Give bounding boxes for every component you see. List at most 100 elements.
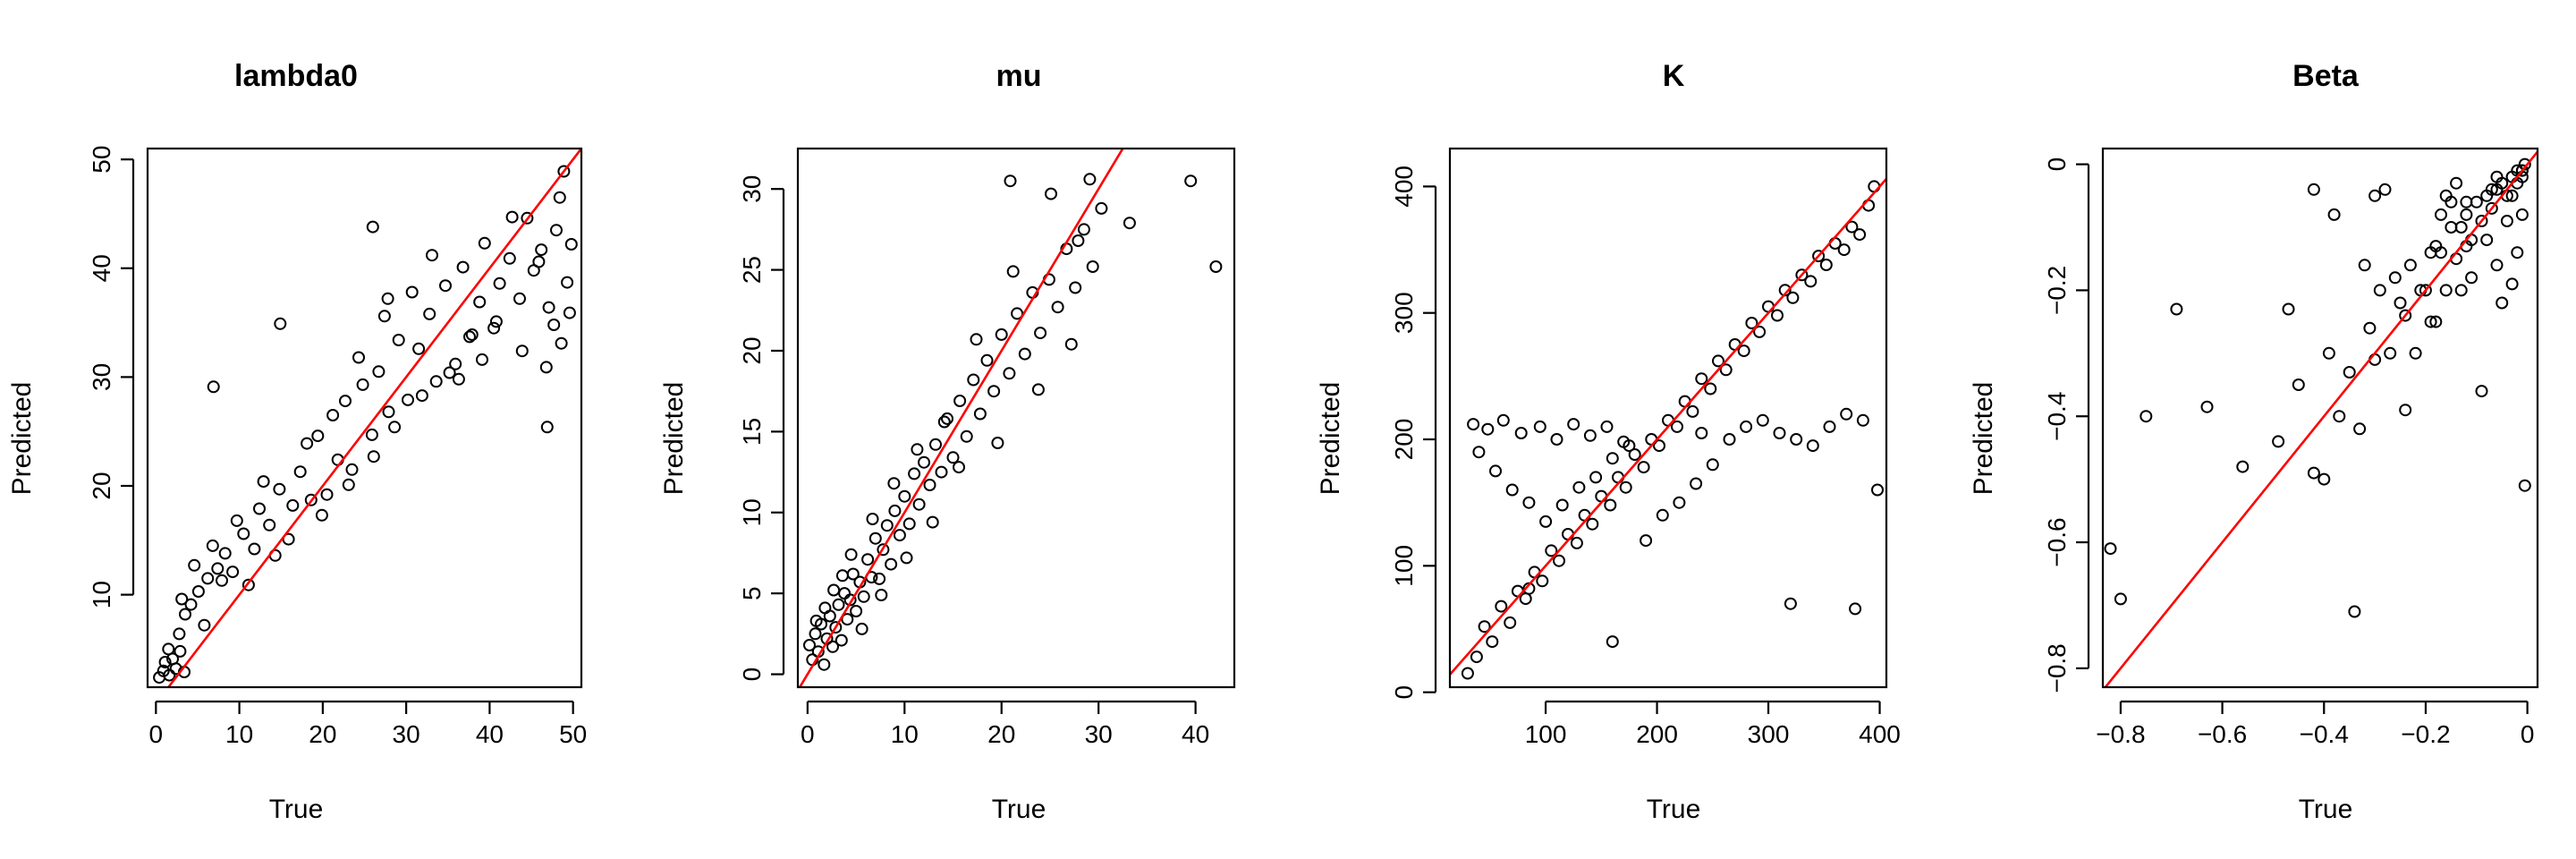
data-point (2505, 277, 2519, 291)
data-point (372, 365, 386, 378)
data-point (257, 475, 270, 489)
data-point (2343, 366, 2356, 378)
data-point (1550, 433, 1563, 446)
data-point (2454, 221, 2468, 234)
data-point (201, 572, 215, 585)
points (803, 173, 1223, 671)
data-point (2140, 410, 2153, 423)
x-tick-label: 0 (2521, 720, 2535, 748)
data-point (880, 519, 894, 532)
data-point (861, 553, 875, 566)
data-point (1606, 452, 1619, 465)
data-point (366, 220, 379, 234)
data-point (237, 527, 250, 540)
data-point (542, 301, 555, 314)
data-point (191, 585, 205, 598)
data-point (2496, 296, 2509, 310)
data-point (970, 333, 983, 346)
data-point (1004, 174, 1017, 188)
points (153, 165, 578, 685)
data-point (547, 319, 561, 331)
data-point (1486, 635, 1499, 649)
data-point (877, 543, 890, 557)
points (1461, 180, 1884, 680)
data-point (2318, 472, 2331, 486)
data-point (1819, 259, 1833, 271)
data-point (1704, 382, 1717, 395)
data-point (1003, 367, 1016, 380)
data-point (2322, 346, 2335, 360)
panel-K: K True Predicted 100 200 300 400 0 100 200 300 4… (1316, 59, 1901, 824)
data-point (311, 430, 325, 443)
data-point (242, 578, 255, 591)
data-point (493, 276, 506, 290)
data-point (1853, 228, 1867, 242)
data-point (841, 613, 854, 626)
data-point (967, 373, 980, 387)
data-point (473, 295, 487, 309)
data-point (1589, 471, 1603, 484)
data-point (912, 498, 926, 511)
data-point (1804, 275, 1818, 288)
data-point (515, 344, 529, 358)
data-point (2505, 189, 2519, 202)
panel-lambda0: lambda0 True Predicted 0 10 20 30 40 50 10 20 30… (7, 59, 587, 824)
data-point (2200, 400, 2214, 413)
data-point (263, 518, 276, 532)
data-point (1539, 515, 1553, 528)
data-point (2485, 183, 2498, 196)
data-point (1496, 413, 1510, 427)
data-point (929, 438, 942, 451)
reference-line (1450, 178, 1886, 676)
x-tick-label: −0.2 (2401, 720, 2450, 748)
data-point (1773, 427, 1786, 439)
data-point (352, 351, 365, 364)
x-tick-label: −0.8 (2096, 720, 2145, 748)
data-point (555, 336, 568, 350)
data-point (2104, 542, 2117, 556)
data-point (960, 430, 973, 443)
data-point (476, 353, 488, 366)
data-point (415, 389, 428, 403)
data-point (1467, 418, 1480, 431)
data-point (1823, 420, 1836, 433)
data-point (2454, 284, 2468, 297)
data-point (2409, 346, 2422, 360)
data-point (315, 508, 328, 522)
data-point (367, 450, 380, 464)
data-point (1753, 325, 1767, 338)
data-point (1536, 574, 1549, 588)
data-point (320, 488, 334, 501)
data-point (356, 378, 369, 391)
data-point (2485, 201, 2498, 215)
data-point (1786, 291, 1800, 304)
data-point (2384, 346, 2397, 360)
plot-frame (1448, 147, 1888, 689)
data-point (973, 407, 987, 421)
reference-line (166, 149, 581, 687)
data-point (487, 321, 501, 335)
data-point (1690, 477, 1703, 490)
data-point (1034, 327, 1047, 340)
plot-frame (796, 147, 1236, 689)
data-point (1619, 481, 1632, 494)
data-point (443, 366, 456, 379)
y-tick-label: 400 (1390, 166, 1418, 208)
data-point (505, 210, 519, 224)
plot-frame (2101, 147, 2539, 689)
data-point (1077, 223, 1090, 236)
x-tick-label: 30 (393, 720, 420, 748)
y-tick-label: 5 (738, 586, 766, 600)
data-point (898, 489, 911, 503)
data-point (206, 539, 219, 552)
x-tick-label: 100 (1525, 720, 1567, 748)
data-point (2292, 378, 2305, 391)
data-point (463, 330, 476, 344)
y-tick-label: 50 (88, 146, 115, 174)
data-point (1051, 301, 1064, 314)
data-point (439, 279, 452, 293)
data-point (2475, 215, 2488, 227)
data-point (2399, 404, 2412, 417)
data-point (412, 342, 426, 355)
data-point (1555, 498, 1569, 512)
